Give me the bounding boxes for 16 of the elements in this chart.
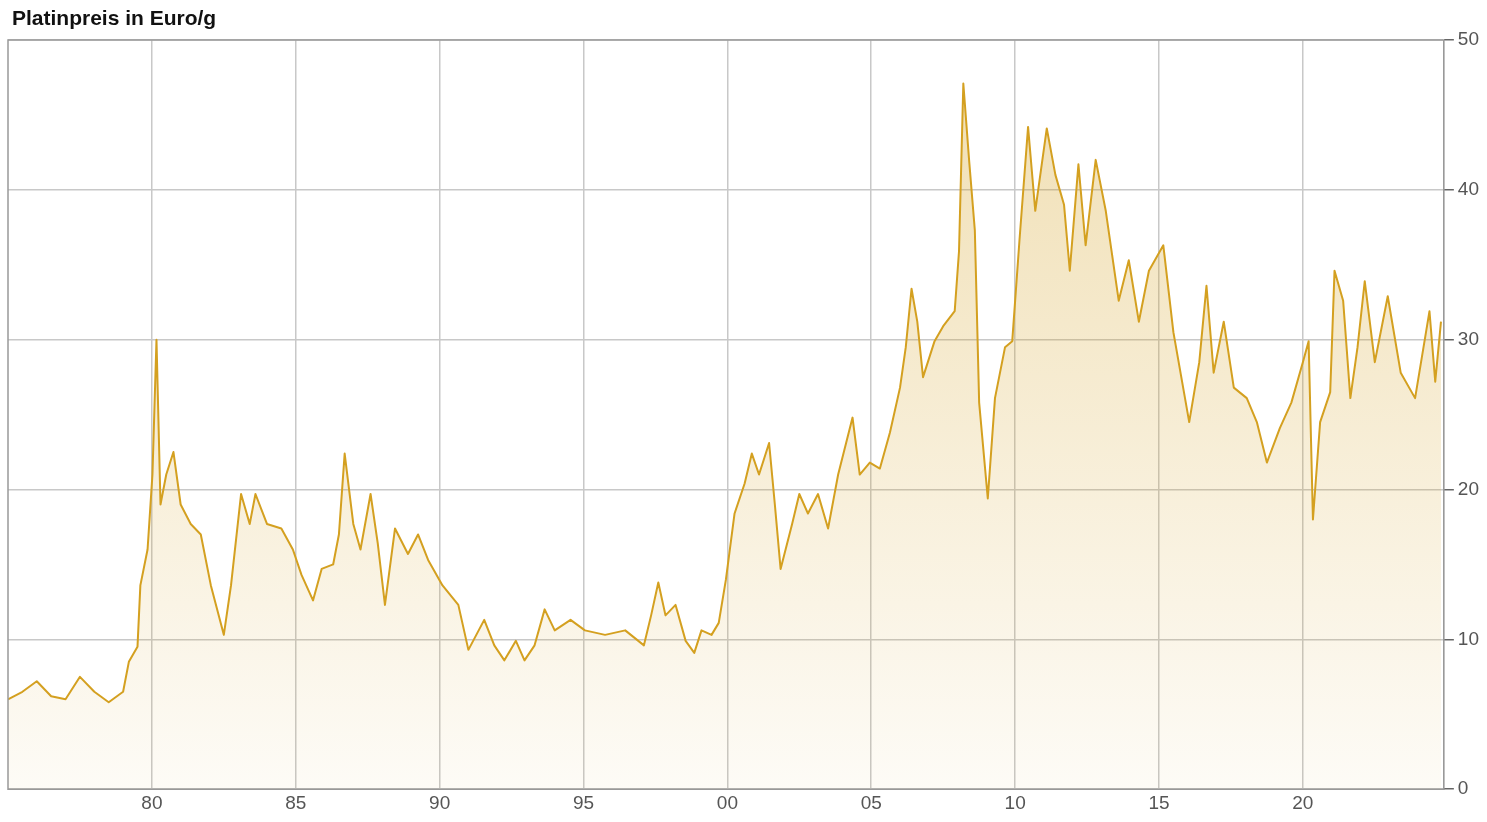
x-tick-label: 10 (1004, 791, 1026, 813)
x-tick-label: 15 (1148, 791, 1170, 813)
x-tick-label: 80 (141, 791, 163, 813)
y-tick-label: 40 (1457, 178, 1480, 200)
x-tick-label: 95 (572, 791, 595, 813)
x-tick-label: 00 (716, 791, 738, 813)
y-tick-label: 10 (1457, 627, 1480, 649)
y-tick-label: 20 (1457, 477, 1480, 499)
x-tick-label: 85 (285, 791, 307, 813)
x-tick-label: 90 (429, 791, 451, 813)
y-tick-label: 30 (1457, 327, 1480, 349)
chart-title: Platinpreis in Euro/g (12, 6, 217, 30)
x-tick-label: 20 (1292, 791, 1314, 813)
y-tick-label: 50 (1457, 28, 1480, 50)
y-tick-label: 0 (1457, 777, 1469, 799)
x-tick-label: 05 (860, 791, 882, 813)
